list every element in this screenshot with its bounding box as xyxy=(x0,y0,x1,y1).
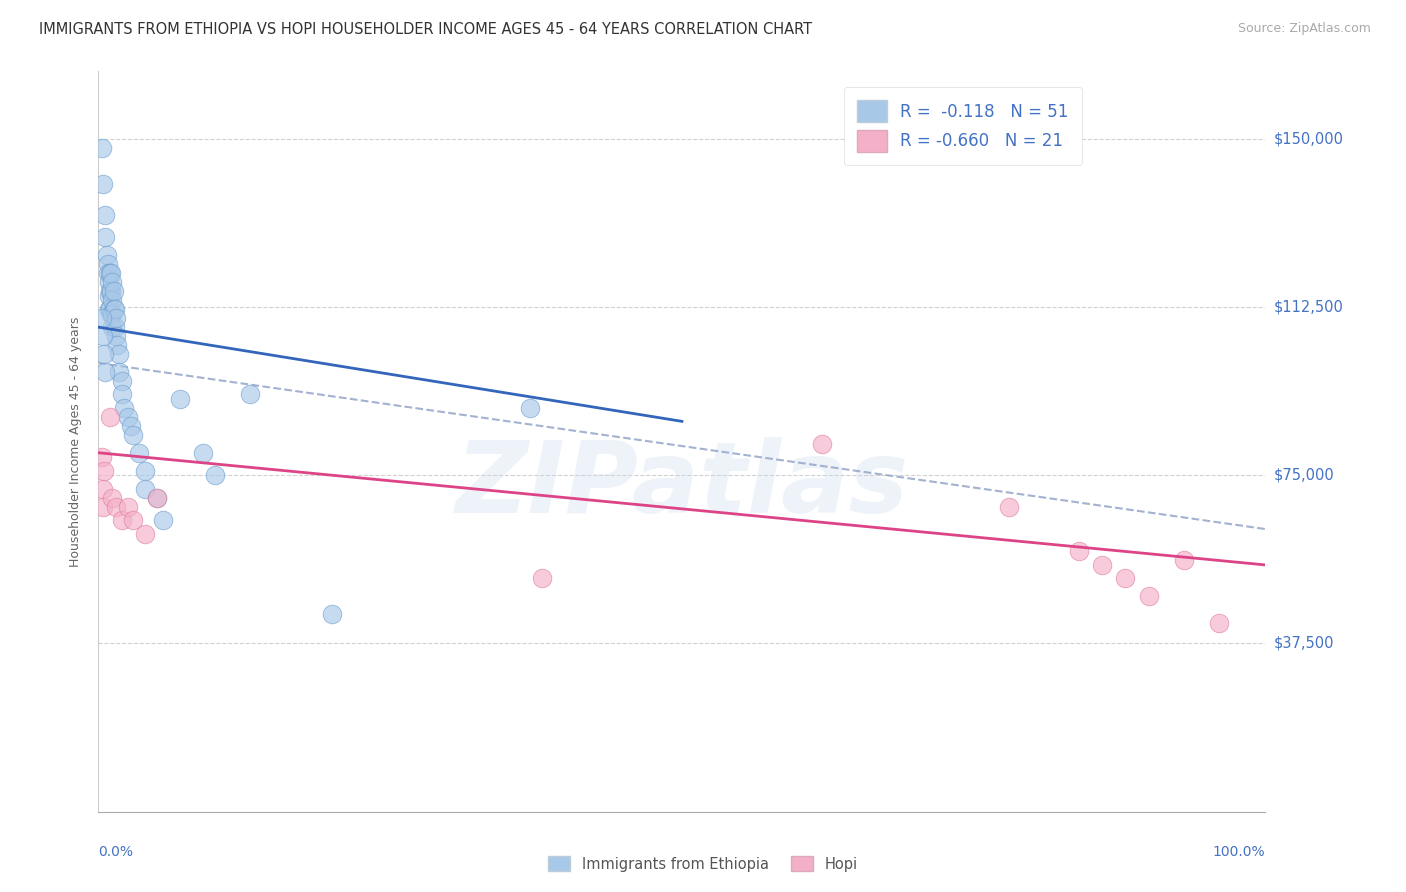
Point xyxy=(97,302,120,317)
Point xyxy=(117,409,139,424)
Point xyxy=(193,446,215,460)
Point xyxy=(146,491,169,505)
Legend: R =  -0.118   N = 51, R = -0.660   N = 21: R = -0.118 N = 51, R = -0.660 N = 21 xyxy=(844,87,1083,165)
Point xyxy=(101,320,124,334)
Point xyxy=(97,266,120,280)
Point xyxy=(91,482,114,496)
Point xyxy=(101,275,124,289)
Point xyxy=(239,387,262,401)
Point xyxy=(104,329,127,343)
Point xyxy=(96,248,118,262)
Point xyxy=(90,311,112,326)
Point xyxy=(97,257,120,271)
Point xyxy=(90,450,112,465)
Point xyxy=(104,302,127,317)
Point xyxy=(100,307,122,321)
Point xyxy=(91,500,114,514)
Text: $37,500: $37,500 xyxy=(1274,636,1334,651)
Point xyxy=(111,387,134,401)
Point xyxy=(94,365,117,379)
Point xyxy=(98,266,121,280)
Point xyxy=(1173,553,1195,567)
Point xyxy=(122,427,145,442)
Point xyxy=(122,513,145,527)
Text: ZIPatlas: ZIPatlas xyxy=(456,437,908,534)
Point xyxy=(997,500,1019,514)
Point xyxy=(519,401,541,415)
Point xyxy=(108,365,131,379)
Point xyxy=(1091,558,1114,572)
Point xyxy=(90,141,112,155)
Point xyxy=(105,338,128,352)
Point xyxy=(98,284,121,298)
Point xyxy=(108,347,131,361)
Point xyxy=(91,177,114,191)
Point xyxy=(134,482,156,496)
Point xyxy=(98,302,121,317)
Point xyxy=(101,293,124,308)
Point xyxy=(104,311,127,326)
Point xyxy=(94,208,117,222)
Point xyxy=(134,526,156,541)
Text: Source: ZipAtlas.com: Source: ZipAtlas.com xyxy=(1237,22,1371,36)
Point xyxy=(91,329,114,343)
Text: $150,000: $150,000 xyxy=(1274,131,1344,146)
Point xyxy=(128,446,150,460)
Text: $112,500: $112,500 xyxy=(1274,300,1344,314)
Point xyxy=(1137,590,1160,604)
Point xyxy=(1067,544,1090,558)
Point xyxy=(100,284,122,298)
Point xyxy=(112,401,135,415)
Point xyxy=(103,284,125,298)
Point xyxy=(204,468,226,483)
Point xyxy=(1208,616,1230,631)
Point xyxy=(120,418,142,433)
Point xyxy=(152,513,174,527)
Text: 0.0%: 0.0% xyxy=(98,845,134,859)
Point xyxy=(104,500,127,514)
Point xyxy=(101,491,124,505)
Text: $75,000: $75,000 xyxy=(1274,467,1334,483)
Point xyxy=(100,266,122,280)
Point xyxy=(169,392,191,406)
Point xyxy=(103,302,125,317)
Point xyxy=(811,437,834,451)
Point xyxy=(93,347,115,361)
Point xyxy=(146,491,169,505)
Point xyxy=(134,464,156,478)
Point xyxy=(1114,571,1136,585)
Point xyxy=(321,607,343,622)
Point xyxy=(94,230,117,244)
Legend: Immigrants from Ethiopia, Hopi: Immigrants from Ethiopia, Hopi xyxy=(543,850,863,878)
Point xyxy=(530,571,553,585)
Point xyxy=(97,289,120,303)
Point xyxy=(98,409,121,424)
Y-axis label: Householder Income Ages 45 - 64 years: Householder Income Ages 45 - 64 years xyxy=(69,317,83,566)
Point xyxy=(101,307,124,321)
Text: IMMIGRANTS FROM ETHIOPIA VS HOPI HOUSEHOLDER INCOME AGES 45 - 64 YEARS CORRELATI: IMMIGRANTS FROM ETHIOPIA VS HOPI HOUSEHO… xyxy=(39,22,813,37)
Point xyxy=(117,500,139,514)
Text: 100.0%: 100.0% xyxy=(1213,845,1265,859)
Point xyxy=(97,275,120,289)
Point xyxy=(93,464,115,478)
Point xyxy=(111,513,134,527)
Point xyxy=(104,320,127,334)
Point xyxy=(111,374,134,388)
